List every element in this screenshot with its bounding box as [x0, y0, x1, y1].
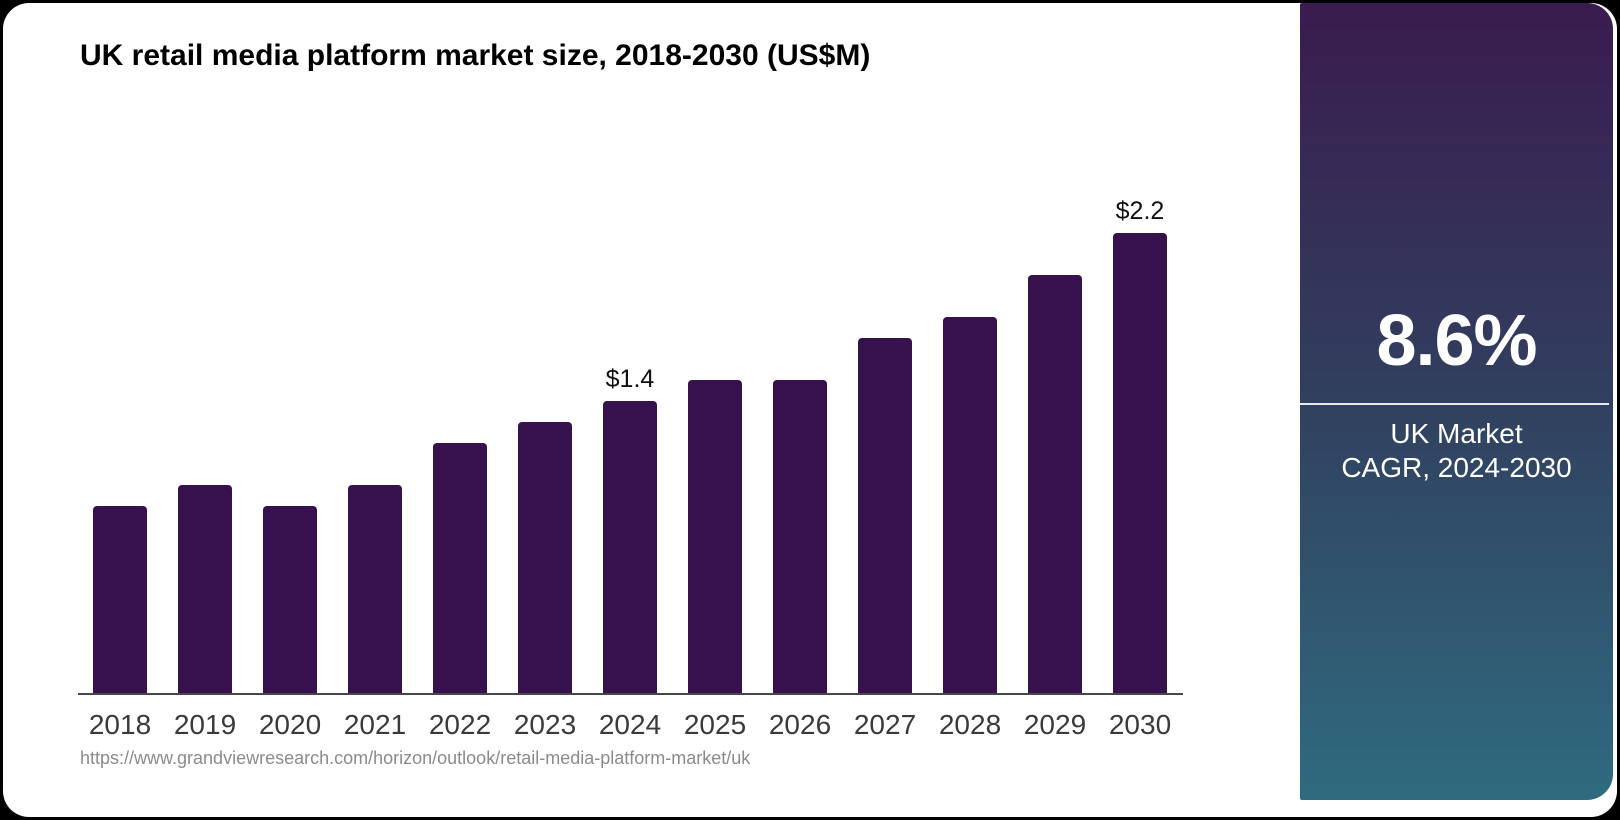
x-tick-label-2026: 2026	[768, 708, 832, 740]
bar-2021	[348, 484, 402, 695]
cagr-caption-line1: UK Market	[1390, 418, 1523, 449]
bar-2028	[943, 316, 997, 695]
x-axis-line	[78, 693, 1183, 695]
data-label-2024: $1.4	[605, 364, 655, 393]
bar-column-2024: $1.4 2024	[599, 194, 661, 741]
bar-2027	[858, 337, 912, 695]
divider-line	[1300, 403, 1609, 405]
x-tick-label-2024: 2024	[598, 708, 662, 740]
bar-column-2027: 2027	[854, 194, 916, 741]
bar-column-2019: 2019	[174, 194, 236, 741]
bar-column-2020: 2020	[259, 194, 321, 741]
data-label-2030: $2.2	[1115, 196, 1165, 225]
source-url: https://www.grandviewresearch.com/horizo…	[80, 748, 751, 768]
cagr-caption-line2: CAGR, 2024-2030	[1341, 452, 1572, 483]
bar-column-2028: 2028	[939, 194, 1001, 741]
x-tick-label-2029: 2029	[1023, 708, 1087, 740]
x-tick-label-2027: 2027	[853, 708, 917, 740]
bar-2025	[688, 379, 742, 695]
bar-2024	[603, 400, 657, 695]
bar-2030	[1113, 232, 1167, 695]
x-tick-label-2025: 2025	[683, 708, 747, 740]
chart-card: UK retail media platform market size, 20…	[3, 3, 1617, 817]
bar-2019	[178, 484, 232, 695]
bar-2029	[1028, 274, 1082, 695]
bar-column-2022: 2022	[429, 194, 491, 741]
bar-2020	[263, 505, 317, 695]
bar-column-2025: 2025	[684, 194, 746, 741]
bar-2022	[433, 442, 487, 695]
bar-column-2018: 2018	[89, 194, 151, 741]
bar-column-2026: 2026	[769, 194, 831, 741]
chart-title: UK retail media platform market size, 20…	[80, 39, 871, 72]
x-tick-label-2021: 2021	[343, 708, 407, 740]
x-tick-label-2023: 2023	[513, 708, 577, 740]
x-tick-label-2020: 2020	[258, 708, 322, 740]
x-tick-label-2019: 2019	[173, 708, 237, 740]
bar-2023	[518, 421, 572, 695]
x-tick-label-2022: 2022	[428, 708, 492, 740]
bar-column-2021: 2021	[344, 194, 406, 741]
bar-columns: 2018 2019 2020 2021 2022 2023 $1.4 2024 2025 2026…	[89, 194, 1171, 741]
bar-column-2030: $2.2 2030	[1109, 194, 1171, 741]
x-tick-label-2030: 2030	[1108, 708, 1172, 740]
cagr-panel-content: 8.6% UK Market CAGR, 2024-2030	[1300, 305, 1613, 485]
bar-2018	[93, 505, 147, 695]
bar-2026	[773, 379, 827, 695]
bar-column-2029: 2029	[1024, 194, 1086, 741]
bar-column-2023: 2023	[514, 194, 576, 741]
cagr-caption: UK Market CAGR, 2024-2030	[1300, 417, 1613, 485]
x-tick-label-2028: 2028	[938, 708, 1002, 740]
x-tick-label-2018: 2018	[88, 708, 152, 740]
cagr-value: 8.6%	[1376, 301, 1537, 381]
cagr-panel: 8.6% UK Market CAGR, 2024-2030	[1300, 3, 1613, 800]
